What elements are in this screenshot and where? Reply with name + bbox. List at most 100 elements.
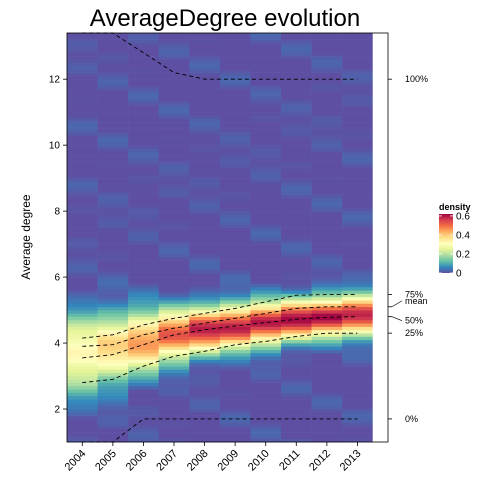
heatmap-cell [189,333,221,337]
heatmap-cell [281,194,312,199]
heatmap-cell [189,52,221,57]
heatmap-cell [67,273,98,278]
heatmap-cell [342,79,374,83]
heatmap-cell [311,257,343,261]
heatmap-cell [128,356,160,360]
heatmap-cell [250,131,282,136]
heatmap-cell [250,204,282,209]
heatmap-cell [250,234,282,238]
heatmap-cell [189,178,221,182]
heatmap-cell [128,49,160,54]
heatmap-cell [250,148,282,153]
heatmap-cell [189,42,221,47]
heatmap-cell [128,296,160,301]
heatmap-cell [250,125,282,129]
heatmap-cell [97,211,129,215]
heatmap-cell [342,392,374,397]
heatmap-cell [219,296,251,301]
heatmap-column-2004 [67,33,98,443]
heatmap-cell [128,286,160,291]
heatmap-cell [250,432,282,436]
heatmap-cell [250,164,282,169]
heatmap-cell [97,369,129,374]
heatmap-cell [219,280,251,284]
heatmap-cell [281,39,312,44]
heatmap-cell [342,92,374,96]
heatmap-cell [250,372,282,377]
heatmap-cell [189,171,221,176]
heatmap-cell [158,409,190,413]
heatmap-cell [97,372,129,377]
heatmap-cell [128,385,160,390]
heatmap-cell [342,356,374,360]
heatmap-cell [342,128,374,133]
heatmap-cell [97,118,129,123]
heatmap-cell [311,174,343,179]
x-tick-label: 2012 [307,448,333,474]
heatmap-cell [342,422,374,426]
heatmap-cell [281,125,312,129]
heatmap-cell [158,405,190,410]
quantile-label: 50% [405,316,423,326]
heatmap-cell [311,89,343,93]
heatmap-cell [189,240,221,245]
heatmap-cell [158,207,190,212]
heatmap-cell [189,155,221,159]
heatmap-cell [158,428,190,433]
heatmap-cell [250,158,282,162]
heatmap-cell [158,171,190,176]
heatmap-cell [219,369,251,374]
heatmap-cell [97,33,129,37]
heatmap-cell [128,250,160,255]
heatmap-cell [219,339,251,344]
heatmap-cell [219,234,251,238]
heatmap-cell [250,352,282,357]
heatmap-cell [311,247,343,251]
heatmap-cell [219,36,251,40]
heatmap-cell [97,102,129,106]
heatmap-cell [67,369,98,374]
heatmap-cell [342,349,374,354]
heatmap-cell [281,250,312,255]
heatmap-cell [250,422,282,426]
heatmap-cell [250,362,282,367]
heatmap-cell [342,395,374,400]
heatmap-cell [158,260,190,265]
heatmap-cell [158,422,190,426]
heatmap-cell [97,293,129,298]
heatmap-cell [128,270,160,275]
heatmap-cell [342,319,374,324]
heatmap-cell [67,319,98,324]
heatmap-cell [97,141,129,146]
heatmap-cell [97,82,129,87]
heatmap-cell [219,85,251,90]
heatmap-cell [128,141,160,146]
heatmap-cell [158,184,190,189]
heatmap-cell [219,405,251,410]
heatmap-cell [67,283,98,288]
heatmap-cell [219,352,251,357]
heatmap-cell [97,425,129,430]
heatmap-cell [281,346,312,350]
heatmap-cell [189,286,221,291]
heatmap-cell [158,399,190,403]
heatmap-cell [128,224,160,228]
heatmap-cell [189,33,221,37]
heatmap-cell [342,227,374,232]
heatmap-cell [219,227,251,232]
heatmap-cell [342,253,374,258]
heatmap-cell [281,303,312,308]
heatmap-cell [67,240,98,245]
heatmap-cell [281,369,312,374]
heatmap-cell [189,105,221,110]
heatmap-cell [67,148,98,153]
heatmap-cell [189,75,221,80]
heatmap-cell [311,267,343,271]
heatmap-cell [342,293,374,298]
heatmap-cell [219,174,251,179]
heatmap-cell [311,52,343,57]
heatmap-cell [342,105,374,110]
heatmap-cell [342,425,374,430]
heatmap-cell [250,316,282,321]
heatmap-cell [219,221,251,225]
